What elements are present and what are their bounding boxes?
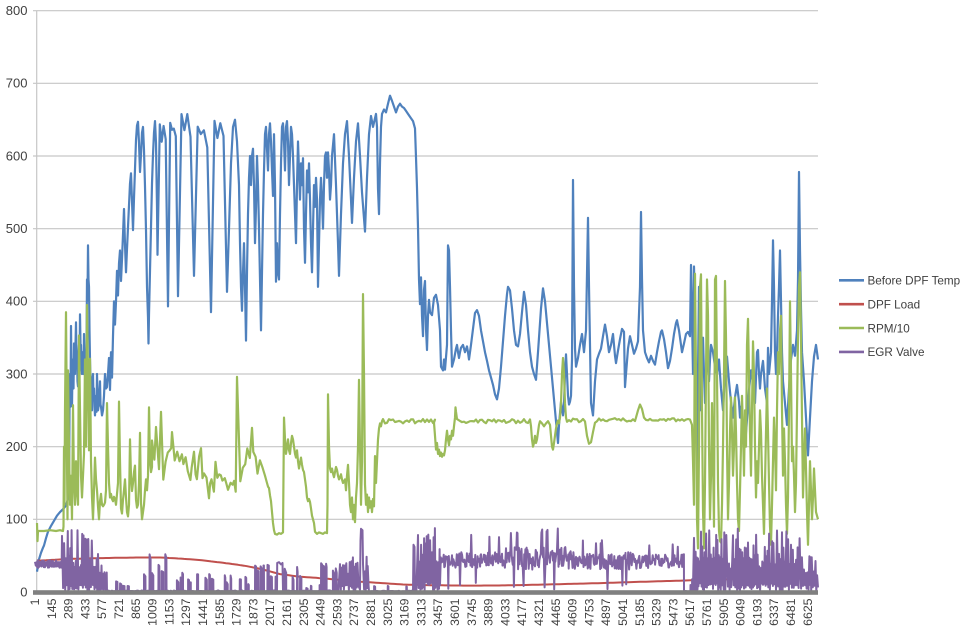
- svg-text:1153: 1153: [162, 598, 176, 625]
- svg-text:6049: 6049: [734, 598, 748, 626]
- svg-text:6625: 6625: [801, 598, 815, 626]
- svg-text:433: 433: [78, 598, 92, 619]
- svg-text:4321: 4321: [532, 598, 546, 626]
- svg-text:4033: 4033: [498, 598, 512, 626]
- svg-text:3745: 3745: [465, 598, 479, 626]
- svg-text:200: 200: [6, 439, 28, 454]
- svg-text:600: 600: [6, 148, 28, 163]
- svg-text:289: 289: [62, 598, 76, 619]
- svg-text:5329: 5329: [650, 598, 664, 626]
- svg-text:2737: 2737: [347, 598, 361, 626]
- svg-text:2593: 2593: [330, 598, 344, 626]
- svg-text:5761: 5761: [700, 598, 714, 626]
- svg-text:700: 700: [6, 76, 28, 91]
- svg-text:4177: 4177: [515, 598, 529, 626]
- svg-text:2017: 2017: [263, 598, 277, 626]
- svg-text:100: 100: [6, 512, 28, 527]
- svg-text:2881: 2881: [364, 598, 378, 626]
- svg-text:721: 721: [112, 598, 126, 619]
- svg-text:0: 0: [20, 584, 27, 599]
- svg-text:3889: 3889: [482, 598, 496, 626]
- svg-text:5473: 5473: [666, 598, 680, 626]
- svg-text:500: 500: [6, 221, 28, 236]
- svg-text:1729: 1729: [230, 598, 244, 626]
- svg-text:577: 577: [95, 598, 109, 619]
- svg-text:865: 865: [129, 598, 143, 619]
- svg-text:1441: 1441: [196, 598, 210, 626]
- svg-text:4609: 4609: [566, 598, 580, 626]
- svg-text:3457: 3457: [431, 598, 445, 626]
- svg-text:5617: 5617: [683, 598, 697, 626]
- svg-text:2305: 2305: [297, 598, 311, 626]
- svg-text:6481: 6481: [784, 598, 798, 626]
- svg-text:1585: 1585: [213, 598, 227, 626]
- svg-text:Before DPF Temp: Before DPF Temp: [868, 275, 961, 288]
- svg-text:5905: 5905: [717, 598, 731, 626]
- svg-text:3025: 3025: [381, 598, 395, 626]
- svg-text:400: 400: [6, 294, 28, 309]
- svg-text:300: 300: [6, 366, 28, 381]
- svg-text:800: 800: [6, 3, 28, 18]
- svg-text:4753: 4753: [582, 598, 596, 626]
- svg-text:5185: 5185: [633, 598, 647, 626]
- svg-text:EGR Valve: EGR Valve: [868, 346, 925, 359]
- svg-text:6193: 6193: [750, 598, 764, 626]
- svg-text:RPM/10: RPM/10: [868, 322, 911, 335]
- svg-text:5041: 5041: [616, 598, 630, 626]
- svg-text:2161: 2161: [280, 598, 294, 626]
- svg-text:1297: 1297: [179, 598, 193, 626]
- svg-text:3313: 3313: [414, 598, 428, 626]
- svg-text:1873: 1873: [246, 598, 260, 626]
- svg-text:6337: 6337: [767, 598, 781, 626]
- svg-text:4465: 4465: [549, 598, 563, 626]
- svg-text:2449: 2449: [314, 598, 328, 626]
- svg-text:4897: 4897: [599, 598, 613, 626]
- svg-text:3601: 3601: [448, 598, 462, 626]
- svg-text:3169: 3169: [398, 598, 412, 626]
- svg-text:145: 145: [45, 598, 59, 619]
- svg-text:1009: 1009: [146, 598, 160, 626]
- svg-text:DPF Load: DPF Load: [868, 299, 921, 312]
- svg-text:1: 1: [28, 598, 42, 605]
